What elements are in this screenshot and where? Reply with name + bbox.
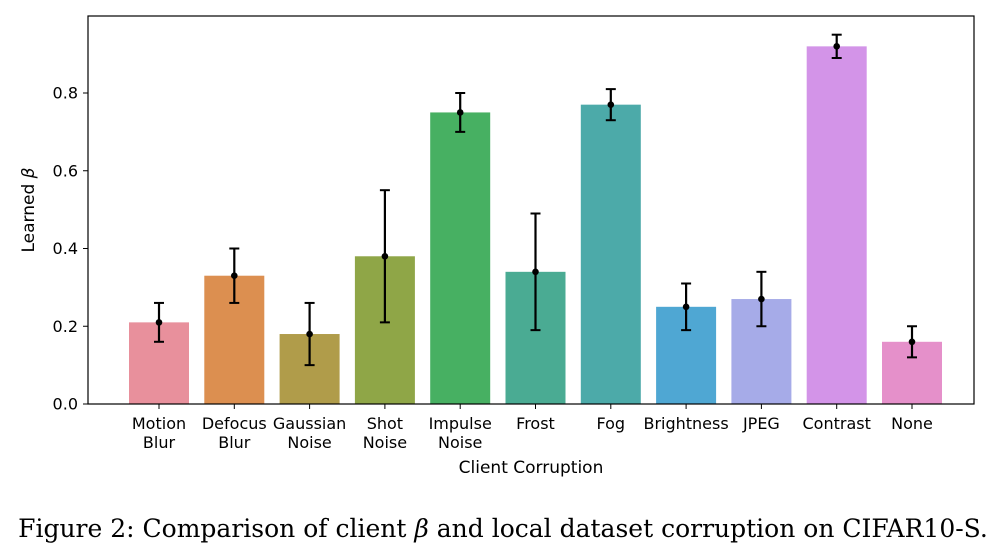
y-tick-label: 0.4 xyxy=(53,239,78,258)
x-tick-label: Gaussian Noise xyxy=(273,414,346,452)
x-tick-label-line: Shot xyxy=(367,414,403,433)
x-tick-label-line: Gaussian xyxy=(273,414,346,433)
y-tick-label: 0.2 xyxy=(53,317,78,336)
y-tick-label: 0.8 xyxy=(53,84,78,103)
x-tick-label-line: Noise xyxy=(438,433,482,452)
mean-point xyxy=(306,330,313,338)
mean-point xyxy=(758,295,765,303)
mean-point xyxy=(908,338,916,346)
x-tick-label-line: Defocus xyxy=(202,414,267,433)
y-axis-label-beta-symbol: β xyxy=(19,167,39,179)
mean-point xyxy=(532,268,539,276)
x-tick-label-line: None xyxy=(891,414,933,433)
x-tick-label-line: Noise xyxy=(363,433,407,452)
x-tick-label-line: Blur xyxy=(143,433,176,452)
x-tick-label-line: Impulse xyxy=(429,414,492,433)
x-tick-label: JPEG xyxy=(742,414,780,433)
mean-point xyxy=(381,252,389,260)
x-tick-label: None xyxy=(891,414,933,433)
caption-prefix: Figure 2: xyxy=(18,514,143,543)
y-axis: 0.0 0.2 0.4 0.6 0.8 xyxy=(53,84,88,414)
y-axis-label-prefix: Learned xyxy=(19,178,39,252)
x-tick-label-line: Frost xyxy=(516,414,555,433)
x-tick-label-line: Brightness xyxy=(643,414,728,433)
mean-point xyxy=(607,101,615,108)
bar xyxy=(806,46,867,404)
x-tick-label: Shot Noise xyxy=(363,414,407,452)
x-tick-label-line: Motion xyxy=(132,414,186,433)
bar xyxy=(580,104,641,404)
y-axis-label: Learned β xyxy=(19,167,39,252)
mean-point xyxy=(682,303,690,311)
x-tick-label: Fog xyxy=(597,414,626,433)
x-tick-label: Frost xyxy=(516,414,555,433)
x-axis-label: Client Corruption xyxy=(459,458,604,478)
x-tick-label-line: Blur xyxy=(218,433,251,452)
mean-point xyxy=(833,43,840,50)
x-tick-label: Impulse Noise xyxy=(429,414,492,452)
x-tick-label: Defocus Blur xyxy=(202,414,267,452)
caption-text-after: and local dataset corruption on CIFAR10-… xyxy=(428,514,988,543)
caption-beta-symbol: β xyxy=(414,514,429,543)
x-tick-label-line: Noise xyxy=(287,433,331,452)
figure-caption: Figure 2: Comparison of client β and loc… xyxy=(0,514,1006,543)
bars xyxy=(129,46,942,404)
error-bars xyxy=(154,33,917,367)
mean-point xyxy=(231,272,238,280)
caption-text-before: Comparison of client xyxy=(142,514,415,543)
mean-point xyxy=(155,319,163,326)
x-tick-label-line: Fog xyxy=(597,414,626,433)
plot-frame xyxy=(87,15,975,405)
x-tick-label: Brightness xyxy=(643,414,728,433)
bar xyxy=(430,112,491,404)
x-tick-label-line: JPEG xyxy=(742,414,780,433)
x-tick-label-line: Contrast xyxy=(803,414,871,433)
y-tick-label: 0.0 xyxy=(53,395,78,414)
y-tick-label: 0.6 xyxy=(53,161,78,180)
x-tick-label: Contrast xyxy=(803,414,871,433)
x-tick-label: Motion Blur xyxy=(132,414,186,452)
mean-point xyxy=(456,109,464,116)
